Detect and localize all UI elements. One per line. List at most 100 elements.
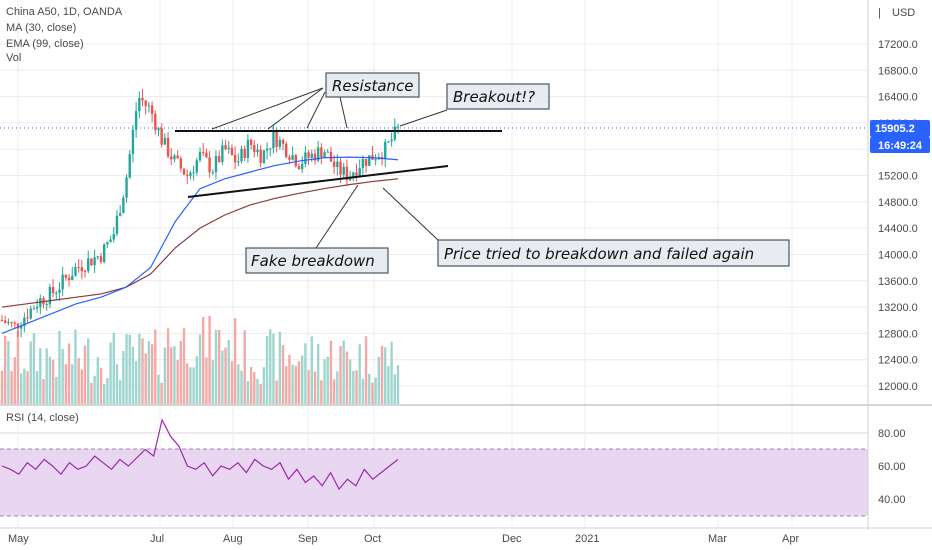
price-axis[interactable]: 17200.016800.016400.016000.015600.015200… bbox=[878, 39, 918, 393]
candle-body bbox=[106, 242, 109, 245]
candle-body bbox=[16, 323, 20, 329]
volume-bar bbox=[163, 347, 167, 404]
symbol-title: China A50, 1D, OANDA bbox=[6, 6, 123, 18]
candle-body bbox=[7, 322, 10, 324]
annotation-fake-breakdown[interactable]: Fake breakdown bbox=[245, 247, 389, 274]
rsi-tick-80: 80.00 bbox=[878, 428, 906, 440]
candle-body bbox=[387, 141, 390, 143]
candle-body bbox=[326, 151, 329, 153]
volume-bar bbox=[380, 345, 384, 404]
ema-line bbox=[1, 178, 399, 308]
volume-bar bbox=[55, 376, 58, 404]
time-axis[interactable]: May Jul Aug Sep Oct Dec 2021 Mar Apr bbox=[8, 533, 799, 545]
volume-bar bbox=[313, 371, 317, 404]
price-tick-label: 17200.0 bbox=[878, 39, 918, 51]
volume-bar bbox=[192, 367, 195, 404]
support-trendline[interactable] bbox=[187, 165, 449, 198]
candle-body bbox=[157, 128, 160, 131]
candle-body bbox=[364, 159, 368, 166]
volume-bar bbox=[90, 382, 93, 404]
volume-bar bbox=[64, 364, 68, 404]
annotation-resistance[interactable]: Resistance bbox=[325, 72, 420, 98]
candle-body bbox=[154, 113, 157, 131]
volume-bar bbox=[29, 341, 32, 404]
volume-bar bbox=[390, 341, 393, 404]
candle-body bbox=[48, 286, 52, 305]
price-tick-label: 14800.0 bbox=[878, 197, 918, 209]
time-tick-label: Apr bbox=[782, 533, 799, 545]
candle-body bbox=[275, 131, 278, 147]
volume-bar bbox=[195, 356, 199, 404]
time-tick-label: Sep bbox=[298, 533, 318, 545]
volume-bar bbox=[361, 378, 365, 404]
volume-bar bbox=[32, 333, 36, 404]
candle-body bbox=[55, 292, 58, 294]
volume-bar bbox=[42, 379, 45, 404]
volume-bar bbox=[320, 380, 323, 404]
volume-bar bbox=[147, 340, 151, 404]
candle-body bbox=[313, 153, 317, 161]
candle-body bbox=[10, 322, 13, 324]
candle-body bbox=[281, 139, 285, 144]
candle-body bbox=[265, 148, 269, 151]
volume-bar bbox=[259, 383, 262, 404]
volume-bar bbox=[106, 378, 109, 404]
volume-bar bbox=[39, 348, 42, 404]
candle-body bbox=[0, 320, 4, 322]
annotation-failed-breakdown[interactable]: Price tried to breakdown and failed agai… bbox=[437, 239, 790, 267]
volume-bar bbox=[109, 342, 112, 404]
volume-bar bbox=[297, 361, 301, 404]
candle-body bbox=[294, 155, 298, 167]
volume-bar bbox=[189, 367, 192, 404]
volume-bar bbox=[348, 359, 352, 404]
volume-bar bbox=[371, 382, 374, 404]
candle-body bbox=[118, 213, 122, 216]
vol-legend[interactable]: Vol bbox=[6, 52, 22, 64]
candle-body bbox=[214, 156, 218, 173]
volume-bar bbox=[342, 340, 345, 404]
annotation-breakout[interactable]: Breakout!? bbox=[446, 83, 550, 110]
volume-bar bbox=[345, 351, 349, 404]
volume-bar bbox=[7, 341, 10, 404]
countdown-badge: 16:49:24 bbox=[870, 137, 930, 153]
candle-body bbox=[393, 126, 397, 140]
candle-body bbox=[240, 148, 243, 162]
price-tick-label: 12000.0 bbox=[878, 381, 918, 393]
ma-legend[interactable]: MA (30, close) bbox=[6, 22, 77, 34]
volume-bar bbox=[208, 315, 211, 404]
volume-bar bbox=[144, 353, 147, 404]
candle-body bbox=[253, 144, 256, 153]
volume-bar bbox=[214, 330, 218, 404]
candle-body bbox=[170, 156, 173, 160]
candle-body bbox=[93, 257, 96, 266]
candle-body bbox=[262, 150, 266, 164]
volume-bars bbox=[0, 315, 400, 404]
candle-body bbox=[29, 308, 32, 319]
candle-body bbox=[256, 149, 259, 153]
candle-body bbox=[147, 105, 151, 107]
candle-body bbox=[336, 161, 339, 167]
candle-body bbox=[332, 161, 336, 167]
candle-body bbox=[211, 172, 214, 174]
candle-body bbox=[355, 172, 358, 176]
ema-legend[interactable]: EMA (99, close) bbox=[6, 38, 84, 50]
volume-bar bbox=[339, 346, 342, 404]
volume-bar bbox=[173, 346, 176, 404]
volume-bar bbox=[393, 374, 397, 404]
candle-body bbox=[278, 139, 282, 147]
candle-body bbox=[35, 307, 39, 309]
volume-bar bbox=[243, 330, 246, 404]
price-tick-label: 12800.0 bbox=[878, 328, 918, 340]
volume-bar bbox=[265, 335, 269, 404]
rsi-title[interactable]: RSI (14, close) bbox=[6, 412, 79, 424]
candle-body bbox=[19, 326, 23, 329]
svg-text:16:49:24: 16:49:24 bbox=[878, 140, 923, 152]
candle-body bbox=[339, 161, 342, 175]
candle-body bbox=[221, 145, 224, 162]
candle-body bbox=[217, 156, 221, 162]
rsi-band bbox=[0, 449, 868, 516]
volume-bar bbox=[323, 359, 326, 404]
volume-bar bbox=[326, 356, 329, 404]
candle-body bbox=[115, 215, 119, 234]
